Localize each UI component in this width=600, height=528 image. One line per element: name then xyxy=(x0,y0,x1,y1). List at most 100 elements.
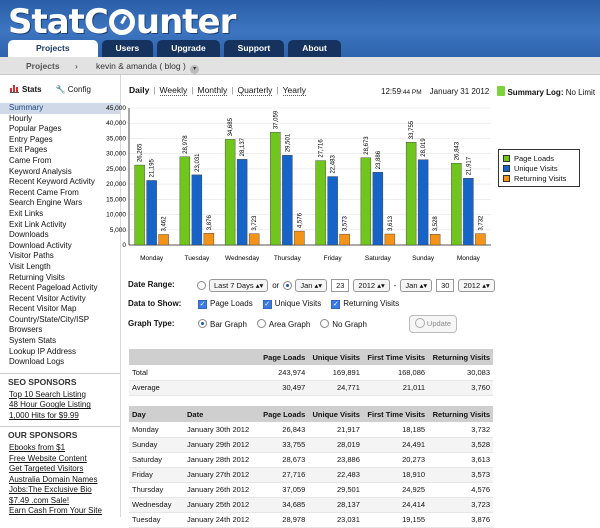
project-selector[interactable]: kevin & amanda ( blog ) ▾ xyxy=(96,57,200,75)
sidebar-item[interactable]: Exit Pages xyxy=(9,145,48,155)
bar-graph-radio[interactable]: Bar Graph xyxy=(198,319,247,329)
stats-link[interactable]: Stats xyxy=(10,84,42,94)
show-returning-visits-checkbox[interactable]: ✓ Returning Visits xyxy=(331,299,400,309)
tab-upgrade[interactable]: Upgrade xyxy=(157,40,220,57)
sidebar-item[interactable]: Visit Length xyxy=(9,261,51,271)
sidebar-item[interactable]: Browsers xyxy=(9,325,43,335)
sidebar-item[interactable]: Recent Visitor Map xyxy=(9,304,77,314)
sidebar-item[interactable]: Popular Pages xyxy=(9,124,62,134)
period-monthly[interactable]: Monthly xyxy=(197,85,228,96)
bar xyxy=(270,131,281,246)
sponsor-link[interactable]: Free Website Content xyxy=(9,453,87,463)
table-cell: 29,501 xyxy=(308,482,363,498)
table-cell: 21,917 xyxy=(308,422,363,438)
table-cell: 28,137 xyxy=(308,497,363,513)
show-unique-visits-checkbox[interactable]: ✓ Unique Visits xyxy=(262,299,322,309)
area-graph-radio[interactable]: Area Graph xyxy=(256,319,310,329)
sidebar-item[interactable]: Downloads xyxy=(9,230,49,240)
sidebar-item[interactable]: Download Logs xyxy=(9,357,65,367)
table-cell: 24,771 xyxy=(308,380,363,396)
update-button[interactable]: Update xyxy=(409,315,457,333)
projects-link[interactable]: Projects xyxy=(26,61,60,71)
dropdown-icon[interactable]: ▾ xyxy=(190,65,200,74)
bar xyxy=(429,234,441,246)
sidebar-item[interactable]: Summary xyxy=(0,103,120,114)
x-tick-label: Saturday xyxy=(365,255,392,262)
data-label: 21,195 xyxy=(150,158,156,177)
table-cell: 4,576 xyxy=(428,482,493,498)
sidebar-item[interactable]: Recent Visitor Activity xyxy=(9,293,86,303)
sidebar-item[interactable]: Came From xyxy=(9,155,52,165)
sidebar-item[interactable]: Search Engine Wars xyxy=(9,198,83,208)
to-year-select[interactable]: 2012 ▴▾ xyxy=(458,279,495,292)
table-row: Sunday January 29th 2012 33,755 28,019 24,49… xyxy=(129,437,493,453)
table-row: Total 243,974 169,891 168,086 30,083 xyxy=(129,365,493,381)
sponsor-link[interactable]: 1,000 Hits for $9.99 xyxy=(9,410,79,420)
table-cell: January 29th 2012 xyxy=(184,437,259,453)
sponsor-link[interactable]: 48 Hour Google Listing xyxy=(9,400,91,410)
sidebar-item[interactable]: Exit Link Activity xyxy=(9,219,67,229)
x-tick-label: Sunday xyxy=(412,255,435,262)
sponsor-link[interactable]: Ebooks from $1 xyxy=(9,443,66,453)
table-cell: January 28th 2012 xyxy=(184,452,259,468)
sponsor-link[interactable]: Australia Domain Names xyxy=(9,474,98,484)
column-header: Page Loads xyxy=(259,349,309,365)
table-cell: January 30th 2012 xyxy=(184,422,259,438)
sidebar-item[interactable]: Visitor Paths xyxy=(9,251,54,261)
tab-projects[interactable]: Projects xyxy=(8,40,98,57)
show-page-loads-checkbox[interactable]: ✓ Page Loads xyxy=(198,299,253,309)
table-cell: Total xyxy=(129,365,259,381)
table-row: Average 30,497 24,771 21,011 3,760 xyxy=(129,380,493,396)
custom-range-radio[interactable] xyxy=(283,281,293,290)
tab-about[interactable]: About xyxy=(288,40,341,57)
sidebar-item[interactable]: Recent Pageload Activity xyxy=(9,283,98,293)
period-weekly[interactable]: Weekly xyxy=(159,85,188,96)
sidebar-item[interactable]: Hourly xyxy=(9,113,33,123)
bar xyxy=(179,156,191,246)
no-graph-radio[interactable]: No Graph xyxy=(320,319,367,329)
bar xyxy=(384,233,396,246)
sidebar-item[interactable]: System Stats xyxy=(9,336,57,346)
preset-radio[interactable] xyxy=(197,281,206,290)
sidebar-item[interactable]: Returning Visits xyxy=(9,272,65,282)
sidebar-item[interactable]: Country/State/City/ISP xyxy=(9,314,90,324)
config-link[interactable]: 🔧 Config xyxy=(55,84,91,94)
column-header: Date xyxy=(184,406,259,422)
summary-table: Page Loads Unique Visits First Time Visits… xyxy=(129,349,493,396)
tab-users[interactable]: Users xyxy=(101,40,154,57)
to-month-select[interactable]: Jan ▴▾ xyxy=(400,279,433,292)
sidebar-item[interactable]: Keyword Analysis xyxy=(9,166,72,176)
sponsor-link[interactable]: $7.49 .com Sale! xyxy=(9,495,70,505)
preset-select[interactable]: Last 7 Days ▴▾ xyxy=(209,279,269,292)
data-label: 3,528 xyxy=(433,216,439,232)
stats-menu: Summary Hourly Popular Pages Entry Pages Exi… xyxy=(0,103,120,368)
data-label: 28,137 xyxy=(240,137,246,156)
table-cell: January 26th 2012 xyxy=(184,482,259,498)
from-month-select[interactable]: Jan ▴▾ xyxy=(295,279,328,292)
tab-support[interactable]: Support xyxy=(223,40,285,57)
to-day-input[interactable]: 30 xyxy=(436,279,455,292)
sidebar-item[interactable]: Lookup IP Address xyxy=(9,346,77,356)
data-label: 28,673 xyxy=(364,136,370,155)
period-daily[interactable]: Daily xyxy=(129,85,150,95)
period-quarterly[interactable]: Quarterly xyxy=(237,85,273,96)
table-cell: 3,573 xyxy=(428,467,493,483)
y-tick-label: 35,000 xyxy=(106,135,126,142)
sponsor-link[interactable]: Jobs:The Exclusive Bio xyxy=(9,485,92,495)
from-year-select[interactable]: 2012 ▴▾ xyxy=(353,279,390,292)
sponsor-link[interactable]: Get Targeted Visitors xyxy=(9,464,84,474)
sidebar-item[interactable]: Entry Pages xyxy=(9,134,53,144)
sidebar-item[interactable]: Recent Keyword Activity xyxy=(9,177,95,187)
sidebar-item[interactable]: Download Activity xyxy=(9,240,72,250)
sidebar-item[interactable]: Exit Links xyxy=(9,208,44,218)
x-tick-label: Monday xyxy=(457,255,481,262)
y-tick-label: 30,000 xyxy=(106,151,126,158)
period-yearly[interactable]: Yearly xyxy=(282,85,306,96)
table-cell: Thursday xyxy=(129,482,184,498)
statcounter-logo[interactable]: StatC unter xyxy=(8,2,236,42)
sidebar-item[interactable]: Recent Came From xyxy=(9,187,79,197)
bar xyxy=(224,139,236,246)
sponsor-link[interactable]: Earn Cash From Your Site xyxy=(9,506,102,516)
from-day-input[interactable]: 23 xyxy=(331,279,350,292)
sponsor-link[interactable]: Top 10 Search Listing xyxy=(9,389,86,399)
